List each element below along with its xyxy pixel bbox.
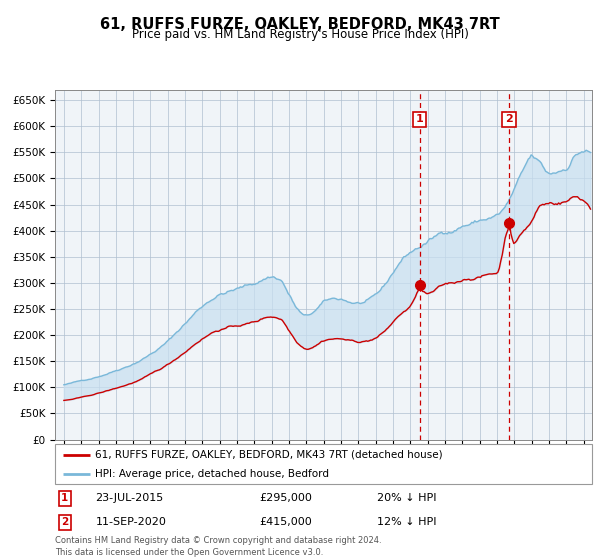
- Text: 23-JUL-2015: 23-JUL-2015: [95, 493, 164, 503]
- Text: HPI: Average price, detached house, Bedford: HPI: Average price, detached house, Bedf…: [95, 469, 329, 478]
- Text: 1: 1: [416, 114, 424, 124]
- Text: 2: 2: [505, 114, 513, 124]
- Text: £415,000: £415,000: [259, 517, 312, 527]
- Text: £295,000: £295,000: [259, 493, 312, 503]
- Text: 61, RUFFS FURZE, OAKLEY, BEDFORD, MK43 7RT (detached house): 61, RUFFS FURZE, OAKLEY, BEDFORD, MK43 7…: [95, 450, 443, 460]
- Text: 1: 1: [61, 493, 68, 503]
- Text: 20% ↓ HPI: 20% ↓ HPI: [377, 493, 437, 503]
- Text: Price paid vs. HM Land Registry's House Price Index (HPI): Price paid vs. HM Land Registry's House …: [131, 28, 469, 41]
- Text: Contains HM Land Registry data © Crown copyright and database right 2024.
This d: Contains HM Land Registry data © Crown c…: [55, 536, 382, 557]
- Text: 11-SEP-2020: 11-SEP-2020: [95, 517, 166, 527]
- Text: 12% ↓ HPI: 12% ↓ HPI: [377, 517, 437, 527]
- FancyBboxPatch shape: [55, 444, 592, 484]
- Text: 2: 2: [61, 517, 68, 527]
- Text: 61, RUFFS FURZE, OAKLEY, BEDFORD, MK43 7RT: 61, RUFFS FURZE, OAKLEY, BEDFORD, MK43 7…: [100, 17, 500, 32]
